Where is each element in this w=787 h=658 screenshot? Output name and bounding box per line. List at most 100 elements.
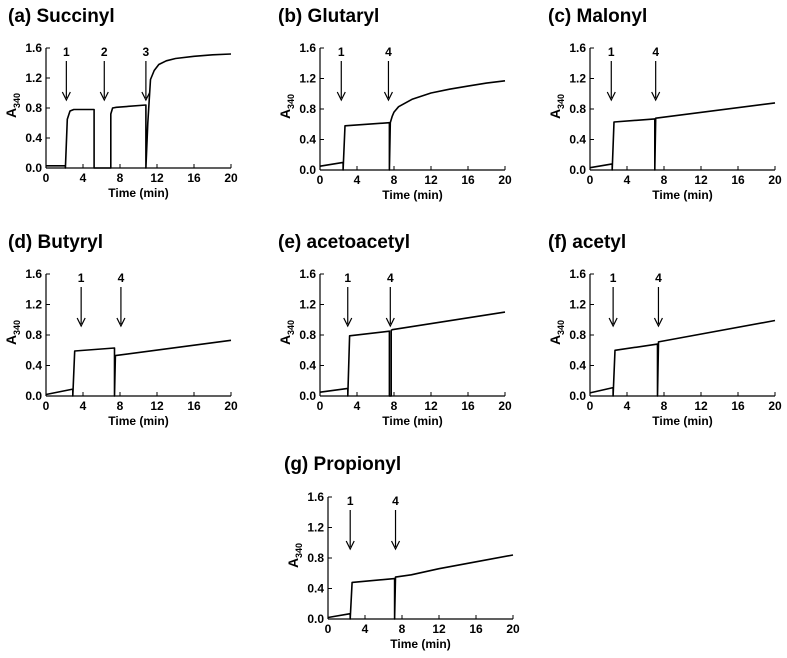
x-tick-label: 12: [694, 399, 708, 413]
panel-title: (b) Glutaryl: [278, 6, 379, 27]
x-tick-label: 0: [587, 399, 594, 413]
x-axis-label: Time (min): [382, 188, 442, 202]
x-tick-label: 8: [391, 173, 398, 187]
addition-arrow-head-icon: [343, 317, 353, 328]
addition-arrow-head-icon: [61, 91, 71, 102]
y-tick-label: 1.6: [307, 490, 324, 504]
x-tick-label: 12: [424, 173, 438, 187]
x-tick-label: 20: [768, 399, 782, 413]
chart-panel-e: (e) acetoacetyl 0.0 0.4 0.8 1.2 1.6 0 4 8 12 16 20 T…: [277, 232, 512, 428]
x-tick-label: 0: [317, 173, 324, 187]
chart-panel-c: (c) Malonyl 0.0 0.4 0.8 1.2 1.6 0 4 8 12 16 20 Time …: [547, 6, 782, 202]
x-tick-label: 16: [731, 399, 745, 413]
y-tick-label: 0.0: [569, 163, 586, 177]
x-tick-label: 4: [624, 399, 631, 413]
y-tick-label: 1.2: [307, 521, 324, 535]
x-tick-label: 0: [325, 622, 332, 636]
y-tick-label: 0.8: [25, 328, 42, 342]
addition-arrow-head-icon: [606, 91, 616, 102]
addition-arrow-label: 4: [392, 494, 399, 508]
panel-title: (g) Propionyl: [284, 454, 401, 475]
panel-title: (c) Malonyl: [548, 6, 647, 27]
x-tick-label: 12: [694, 173, 708, 187]
y-axis-label-main: A: [547, 335, 563, 345]
y-tick-label: 1.6: [569, 41, 586, 55]
x-axis-label: Time (min): [652, 188, 712, 202]
addition-arrow-label: 1: [78, 271, 85, 285]
x-axis-label: Time (min): [390, 637, 450, 651]
addition-arrow-label: 4: [652, 45, 659, 59]
data-series-trace: [319, 80, 506, 171]
panel-title: (d) Butyryl: [8, 232, 103, 253]
y-tick-label: 0.4: [25, 131, 42, 145]
x-axis-label: Time (min): [108, 186, 168, 200]
x-tick-label: 12: [150, 399, 164, 413]
addition-arrow-label: 4: [655, 271, 662, 285]
y-tick-label: 1.6: [569, 267, 586, 281]
addition-arrow-head-icon: [390, 540, 401, 551]
addition-arrow-label: 4: [387, 271, 394, 285]
x-tick-label: 4: [624, 173, 631, 187]
chart-panel-b: (b) Glutaryl 0.0 0.4 0.8 1.2 1.6 0 4 8 12 16 20 Time…: [277, 6, 512, 202]
x-tick-label: 16: [187, 399, 201, 413]
x-tick-label: 20: [224, 399, 238, 413]
x-tick-label: 16: [461, 173, 475, 187]
y-axis-label-subscript: 340: [286, 94, 296, 109]
x-tick-label: 20: [224, 171, 238, 185]
x-tick-label: 16: [469, 622, 483, 636]
chart-panel-d: (d) Butyryl 0.0 0.4 0.8 1.2 1.6 0 4 8 12 16 20 Time …: [3, 232, 238, 428]
addition-arrow-label: 4: [385, 45, 392, 59]
addition-arrow-label: 1: [347, 494, 354, 508]
y-tick-label: 1.2: [25, 298, 42, 312]
x-tick-label: 0: [43, 399, 50, 413]
y-tick-label: 0.4: [569, 133, 586, 147]
x-tick-label: 4: [354, 399, 361, 413]
y-tick-label: 0.8: [307, 551, 324, 565]
x-tick-label: 8: [117, 171, 124, 185]
x-tick-label: 4: [80, 399, 87, 413]
x-tick-label: 0: [317, 399, 324, 413]
y-tick-label: 0.4: [569, 359, 586, 373]
y-tick-label: 1.2: [299, 298, 316, 312]
x-tick-label: 20: [768, 173, 782, 187]
y-tick-label: 1.6: [25, 267, 42, 281]
panel-title: (f) acetyl: [548, 232, 626, 253]
y-axis-label-subscript: 340: [12, 320, 22, 335]
y-tick-label: 0.0: [25, 389, 42, 403]
y-tick-label: 0.4: [299, 133, 316, 147]
y-tick-label: 1.2: [569, 72, 586, 86]
addition-arrow-head-icon: [141, 91, 151, 102]
x-tick-label: 8: [117, 399, 124, 413]
addition-arrow-head-icon: [385, 317, 395, 328]
y-tick-label: 1.2: [25, 71, 42, 85]
chart-panel-f: (f) acetyl 0.0 0.4 0.8 1.2 1.6 0 4 8 12 16 20 Time (…: [547, 232, 782, 428]
x-tick-label: 8: [661, 173, 668, 187]
y-tick-label: 0.8: [25, 101, 42, 115]
data-series-trace: [589, 319, 776, 397]
y-axis-label-main: A: [547, 109, 563, 119]
x-tick-label: 16: [187, 171, 201, 185]
y-axis-label-main: A: [3, 108, 19, 118]
y-axis-label-subscript: 340: [556, 320, 566, 335]
x-tick-label: 16: [461, 399, 475, 413]
addition-arrow-head-icon: [653, 317, 663, 328]
y-axis-label-main: A: [285, 558, 301, 568]
x-tick-label: 0: [587, 173, 594, 187]
x-tick-label: 4: [354, 173, 361, 187]
addition-arrow-head-icon: [336, 91, 346, 102]
x-tick-label: 12: [432, 622, 446, 636]
addition-arrow-label: 1: [344, 271, 351, 285]
addition-arrow-label: 1: [338, 45, 345, 59]
y-tick-label: 0.0: [25, 161, 42, 175]
addition-arrow-label: 1: [610, 271, 617, 285]
data-series-trace: [589, 102, 776, 171]
y-tick-label: 1.2: [569, 298, 586, 312]
y-tick-label: 1.2: [299, 72, 316, 86]
y-axis-label-subscript: 340: [294, 543, 304, 558]
y-tick-label: 0.8: [299, 328, 316, 342]
